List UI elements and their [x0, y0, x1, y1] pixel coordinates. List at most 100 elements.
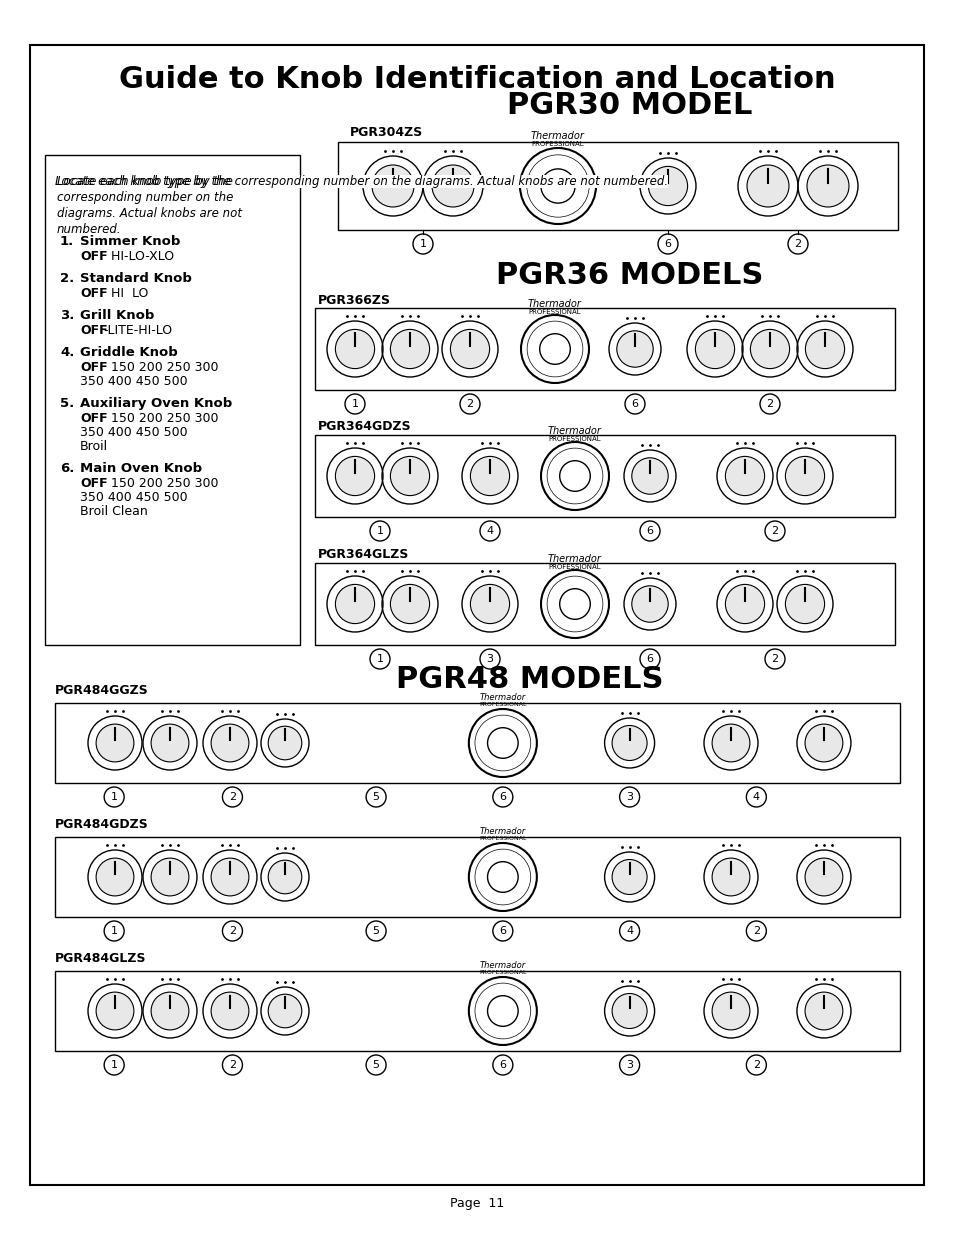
Text: PGR484GDZS: PGR484GDZS	[55, 819, 149, 831]
Circle shape	[617, 331, 653, 367]
Text: 4: 4	[752, 792, 760, 802]
Text: Broil: Broil	[80, 440, 108, 453]
Circle shape	[612, 993, 646, 1029]
Text: 1: 1	[351, 399, 358, 409]
Circle shape	[268, 726, 301, 760]
Text: 2: 2	[466, 399, 473, 409]
Text: 350 400 450 500: 350 400 450 500	[80, 375, 188, 388]
Circle shape	[711, 724, 749, 762]
Circle shape	[335, 584, 375, 624]
Circle shape	[618, 787, 639, 806]
Text: Page  11: Page 11	[450, 1197, 503, 1209]
Circle shape	[104, 921, 124, 941]
Text: PROFESSIONAL: PROFESSIONAL	[478, 971, 526, 976]
Circle shape	[345, 394, 365, 414]
Circle shape	[764, 521, 784, 541]
Text: 2: 2	[771, 526, 778, 536]
Text: Auxiliary Oven Knob: Auxiliary Oven Knob	[80, 396, 232, 410]
FancyBboxPatch shape	[314, 308, 894, 390]
Text: Locate each knob type by the corresponding number on the diagrams. Actual knobs : Locate each knob type by the correspondi…	[55, 175, 667, 188]
Text: PGR366ZS: PGR366ZS	[317, 294, 391, 306]
Circle shape	[787, 233, 807, 254]
Circle shape	[784, 584, 823, 624]
Circle shape	[764, 650, 784, 669]
Text: Thermador: Thermador	[479, 961, 525, 969]
Text: OFF: OFF	[80, 361, 108, 374]
Circle shape	[268, 861, 301, 894]
Circle shape	[222, 787, 242, 806]
Text: PROFESSIONAL: PROFESSIONAL	[478, 703, 526, 708]
Circle shape	[618, 921, 639, 941]
Text: Thermador: Thermador	[479, 693, 525, 701]
Text: 150 200 250 300: 150 200 250 300	[103, 477, 218, 490]
Circle shape	[211, 858, 249, 895]
Circle shape	[711, 992, 749, 1030]
FancyBboxPatch shape	[55, 703, 899, 783]
FancyBboxPatch shape	[314, 563, 894, 645]
Text: -LITE-HI-LO: -LITE-HI-LO	[103, 324, 172, 337]
Circle shape	[151, 858, 189, 895]
Circle shape	[432, 165, 474, 207]
Circle shape	[459, 394, 479, 414]
FancyBboxPatch shape	[314, 435, 894, 517]
Circle shape	[639, 650, 659, 669]
Circle shape	[366, 921, 386, 941]
Circle shape	[760, 394, 780, 414]
Circle shape	[784, 457, 823, 495]
Circle shape	[804, 724, 841, 762]
Circle shape	[335, 330, 375, 368]
Circle shape	[390, 584, 429, 624]
Circle shape	[370, 521, 390, 541]
Text: 2.: 2.	[60, 272, 74, 285]
Text: Locate each knob type by the: Locate each knob type by the	[57, 175, 233, 188]
Text: Thermador: Thermador	[479, 826, 525, 836]
Circle shape	[746, 165, 788, 207]
Text: PGR30 MODEL: PGR30 MODEL	[507, 90, 752, 120]
Circle shape	[413, 233, 433, 254]
Circle shape	[658, 233, 678, 254]
Circle shape	[366, 1055, 386, 1074]
Text: 1: 1	[111, 1060, 117, 1070]
Text: 5.: 5.	[60, 396, 74, 410]
Text: 1: 1	[376, 655, 383, 664]
Circle shape	[222, 1055, 242, 1074]
Text: 6: 6	[646, 655, 653, 664]
Text: 2: 2	[752, 1060, 760, 1070]
FancyBboxPatch shape	[30, 44, 923, 1186]
Circle shape	[104, 787, 124, 806]
Circle shape	[745, 1055, 765, 1074]
Text: Thermador: Thermador	[528, 299, 581, 309]
Circle shape	[450, 330, 489, 368]
Circle shape	[804, 858, 841, 895]
Circle shape	[470, 457, 509, 495]
Text: PROFESSIONAL: PROFESSIONAL	[548, 436, 600, 442]
Text: 6: 6	[646, 526, 653, 536]
Text: 2: 2	[765, 399, 773, 409]
Text: 3: 3	[625, 1060, 633, 1070]
Text: 2: 2	[794, 240, 801, 249]
Circle shape	[745, 787, 765, 806]
Circle shape	[724, 584, 763, 624]
Circle shape	[390, 457, 429, 495]
Text: 1: 1	[111, 926, 117, 936]
Circle shape	[493, 787, 513, 806]
Text: 5: 5	[373, 926, 379, 936]
Circle shape	[335, 457, 375, 495]
Circle shape	[750, 330, 789, 368]
Circle shape	[612, 860, 646, 894]
Text: PROFESSIONAL: PROFESSIONAL	[548, 564, 600, 571]
Text: PGR304ZS: PGR304ZS	[350, 126, 423, 138]
Text: 6: 6	[498, 926, 506, 936]
Text: 5: 5	[373, 792, 379, 802]
Text: 150 200 250 300: 150 200 250 300	[103, 412, 218, 425]
Circle shape	[479, 521, 499, 541]
Circle shape	[631, 585, 667, 622]
Text: PGR364GDZS: PGR364GDZS	[317, 420, 411, 433]
FancyBboxPatch shape	[55, 837, 899, 918]
Text: OFF: OFF	[80, 477, 108, 490]
Text: 350 400 450 500: 350 400 450 500	[80, 492, 188, 504]
Circle shape	[96, 858, 133, 895]
Circle shape	[96, 724, 133, 762]
Text: 2: 2	[771, 655, 778, 664]
Circle shape	[390, 330, 429, 368]
